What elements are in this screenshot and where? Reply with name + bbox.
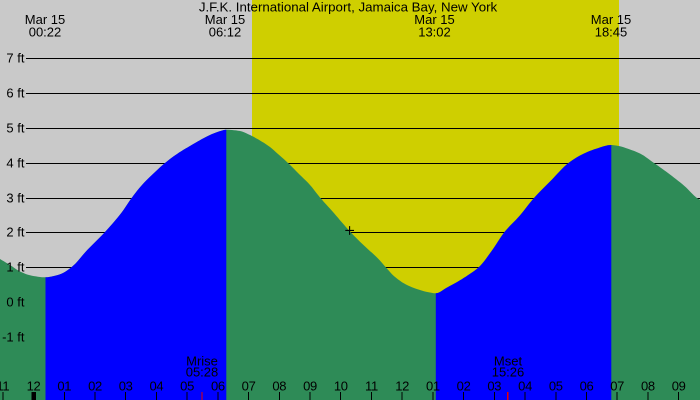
svg-text:Mset: Mset [494, 354, 523, 369]
svg-text:08: 08 [641, 378, 655, 393]
svg-text:12: 12 [27, 378, 41, 393]
svg-text:04: 04 [149, 378, 163, 393]
svg-text:2 ft: 2 ft [6, 225, 24, 240]
svg-text:Mar 15: Mar 15 [414, 12, 454, 27]
svg-text:06:12: 06:12 [209, 24, 242, 39]
svg-text:11: 11 [0, 378, 9, 393]
svg-text:05:28: 05:28 [186, 364, 219, 379]
svg-text:07: 07 [242, 378, 256, 393]
svg-text:10: 10 [334, 378, 348, 393]
svg-text:07: 07 [610, 378, 624, 393]
svg-text:-1 ft: -1 ft [2, 330, 25, 345]
svg-text:00:22: 00:22 [29, 24, 62, 39]
svg-text:06: 06 [211, 378, 225, 393]
svg-text:Mar 15: Mar 15 [25, 12, 65, 27]
svg-text:03: 03 [119, 378, 133, 393]
svg-text:08: 08 [272, 378, 286, 393]
svg-text:0 ft: 0 ft [6, 295, 24, 310]
svg-text:04: 04 [518, 378, 532, 393]
svg-text:12: 12 [395, 378, 409, 393]
svg-text:6 ft: 6 ft [6, 86, 24, 101]
svg-text:15:26: 15:26 [492, 364, 525, 379]
svg-text:09: 09 [303, 378, 317, 393]
svg-text:02: 02 [88, 378, 102, 393]
svg-text:05: 05 [549, 378, 563, 393]
svg-text:Mrise: Mrise [186, 354, 218, 369]
svg-text:03: 03 [487, 378, 501, 393]
svg-text:01: 01 [57, 378, 71, 393]
svg-text:01: 01 [426, 378, 440, 393]
svg-text:7 ft: 7 ft [6, 51, 24, 66]
svg-text:06: 06 [580, 378, 594, 393]
svg-text:3 ft: 3 ft [6, 191, 24, 206]
svg-text:4 ft: 4 ft [6, 156, 24, 171]
svg-text:Mar 15: Mar 15 [205, 12, 245, 27]
svg-text:02: 02 [457, 378, 471, 393]
svg-text:1 ft: 1 ft [6, 260, 24, 275]
svg-text:18:45: 18:45 [595, 24, 628, 39]
svg-text:5 ft: 5 ft [6, 121, 24, 136]
svg-text:Mar 15: Mar 15 [591, 12, 631, 27]
svg-text:09: 09 [672, 378, 686, 393]
svg-text:13:02: 13:02 [418, 24, 451, 39]
svg-text:05: 05 [180, 378, 194, 393]
svg-text:11: 11 [365, 378, 378, 393]
svg-text:J.F.K. International Airport,: J.F.K. International Airport, Jamaica Ba… [199, 0, 498, 14]
